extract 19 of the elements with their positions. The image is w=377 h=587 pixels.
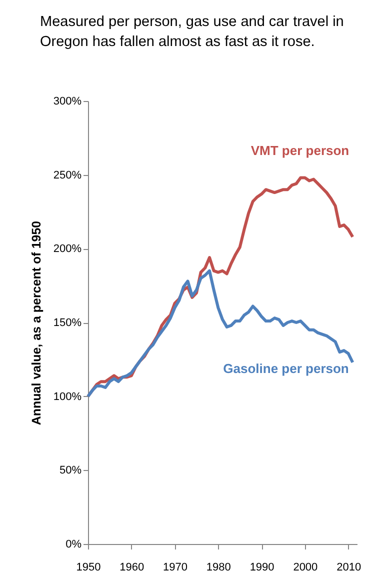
- x-tick-label: 1980: [206, 562, 231, 574]
- x-tick-label: 1970: [163, 562, 188, 574]
- y-tick-label: 50%: [59, 464, 82, 477]
- x-tick-label: 2010: [336, 562, 362, 574]
- y-tick-label: 100%: [53, 390, 82, 403]
- y-tick-label: 150%: [53, 317, 82, 329]
- series-label: Gasoline per person: [223, 361, 349, 376]
- x-tick-label: 2000: [293, 562, 318, 574]
- x-tick-label: 1990: [250, 562, 274, 574]
- line-series: [86, 269, 354, 398]
- text: VMT per person: [250, 143, 350, 158]
- x-tick-label: 1950: [76, 562, 101, 574]
- y-tick-label: 300%: [53, 96, 82, 108]
- x-tick-label: 1960: [120, 562, 144, 574]
- y-tick-label: 250%: [53, 169, 82, 182]
- y-tick-label: 0%: [66, 538, 82, 550]
- y-tick-label: 200%: [53, 243, 82, 256]
- y-axis-title: Annual value, as a percent of 1950: [29, 220, 44, 426]
- chart-title: Measured per person, gas use and car travel in Oregon has fallen almost as fast as it rose.: [40, 13, 345, 52]
